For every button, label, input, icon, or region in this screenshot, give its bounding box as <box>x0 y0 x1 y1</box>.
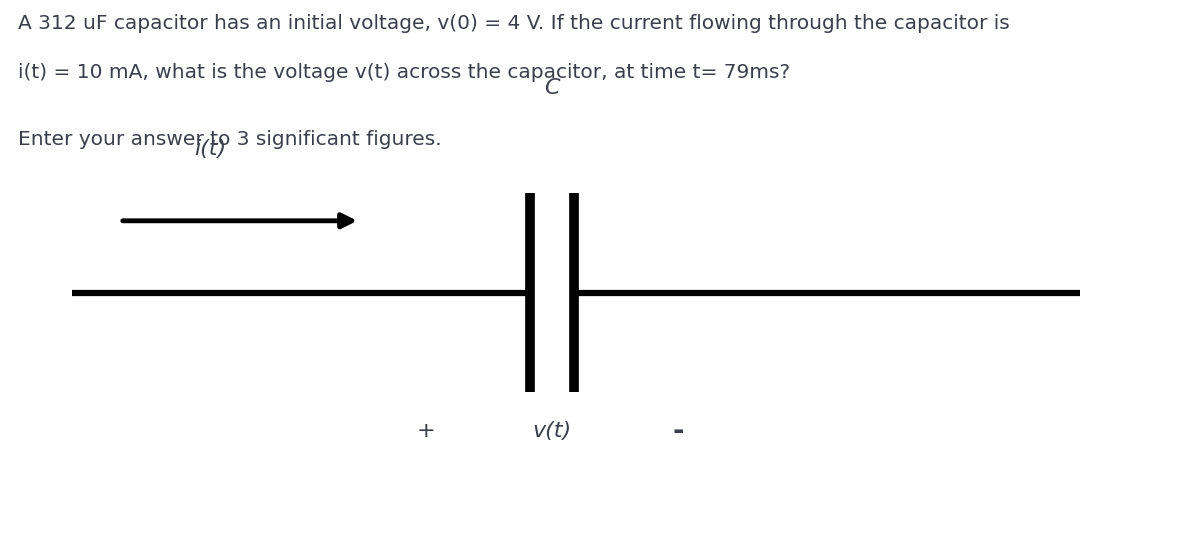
Text: +: + <box>416 421 436 440</box>
Text: -: - <box>672 417 684 444</box>
Text: i(t) = 10 mA, what is the voltage v(t) across the capacitor, at time t= 79ms?: i(t) = 10 mA, what is the voltage v(t) a… <box>18 63 790 82</box>
Text: A 312 uF capacitor has an initial voltage, v(0) = 4 V. If the current flowing th: A 312 uF capacitor has an initial voltag… <box>18 14 1009 33</box>
Text: v(t): v(t) <box>533 421 571 440</box>
Text: i(t): i(t) <box>194 139 226 159</box>
Text: C: C <box>545 78 559 98</box>
Text: Enter your answer to 3 significant figures.: Enter your answer to 3 significant figur… <box>18 130 442 148</box>
